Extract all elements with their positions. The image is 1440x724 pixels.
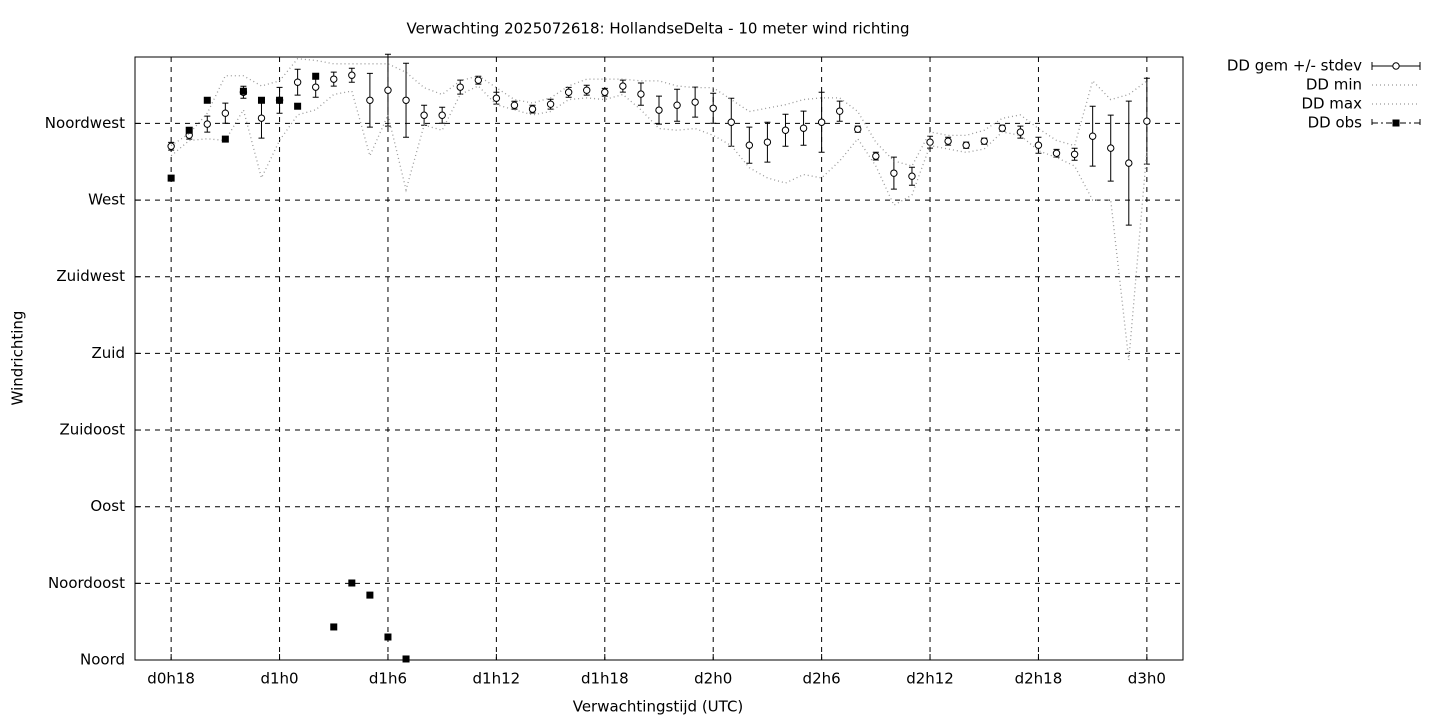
x-tick-label: d3h0 bbox=[1128, 670, 1166, 688]
point bbox=[1125, 159, 1133, 167]
point bbox=[311, 83, 320, 91]
point bbox=[962, 141, 970, 149]
legend-swatch bbox=[1392, 119, 1400, 127]
obs-point bbox=[203, 96, 211, 104]
legend-label: DD gem +/- stdev bbox=[1227, 57, 1362, 75]
point bbox=[492, 94, 501, 102]
point bbox=[1034, 141, 1043, 149]
point bbox=[330, 75, 338, 83]
point bbox=[293, 78, 302, 86]
x-tick-label: d2h18 bbox=[1015, 670, 1063, 688]
point bbox=[1016, 128, 1025, 136]
point bbox=[528, 105, 537, 113]
point bbox=[384, 86, 392, 94]
point bbox=[727, 118, 735, 126]
obs-point bbox=[348, 579, 356, 587]
y-tick-label: Zuidwest bbox=[56, 267, 125, 285]
legend-label: DD max bbox=[1301, 95, 1362, 113]
obs-point bbox=[167, 174, 175, 182]
obs-point bbox=[257, 96, 265, 104]
point bbox=[673, 101, 681, 109]
point bbox=[221, 109, 230, 117]
point bbox=[257, 114, 266, 122]
x-tick-label: d1h18 bbox=[581, 670, 629, 688]
obs-point bbox=[239, 87, 247, 95]
point bbox=[402, 96, 410, 104]
point bbox=[872, 152, 880, 160]
point bbox=[1143, 117, 1151, 125]
obs-point bbox=[330, 623, 338, 631]
obs-point bbox=[402, 655, 410, 663]
x-tick-label: d1h6 bbox=[369, 670, 407, 688]
point bbox=[890, 169, 898, 177]
obs-point bbox=[312, 72, 320, 80]
point bbox=[637, 90, 645, 98]
x-tick-label: d1h12 bbox=[473, 670, 521, 688]
legend-swatch bbox=[1392, 62, 1400, 70]
point bbox=[1052, 149, 1061, 157]
legend-label: DD obs bbox=[1308, 114, 1363, 132]
x-tick-label: d1h0 bbox=[260, 670, 298, 688]
x-axis-label: Verwachtingstijd (UTC) bbox=[573, 698, 744, 716]
point bbox=[583, 86, 591, 94]
point bbox=[908, 172, 916, 180]
point bbox=[980, 137, 988, 145]
point bbox=[854, 125, 862, 133]
series-line bbox=[170, 58, 1148, 167]
point bbox=[438, 111, 446, 119]
point bbox=[167, 142, 175, 150]
y-axis-label: Windrichting bbox=[9, 311, 27, 406]
point bbox=[203, 120, 211, 128]
y-tick-label: Noordwest bbox=[45, 114, 125, 132]
point bbox=[763, 138, 772, 146]
plot-frame bbox=[134, 56, 1184, 661]
point bbox=[799, 124, 808, 132]
obs-point bbox=[384, 633, 392, 641]
y-tick-label: West bbox=[88, 191, 125, 209]
point bbox=[835, 107, 844, 115]
point bbox=[655, 106, 663, 114]
point bbox=[564, 88, 573, 96]
point bbox=[926, 138, 934, 146]
point bbox=[709, 104, 717, 112]
point bbox=[691, 98, 699, 106]
obs-point bbox=[294, 102, 302, 110]
point bbox=[781, 126, 790, 134]
point bbox=[1088, 132, 1097, 140]
y-tick-label: Zuidoost bbox=[59, 421, 125, 439]
x-tick-label: d2h12 bbox=[906, 670, 954, 688]
x-tick-label: d2h0 bbox=[694, 670, 732, 688]
point bbox=[546, 100, 555, 108]
point bbox=[1107, 144, 1115, 152]
obs-point bbox=[185, 126, 193, 134]
point bbox=[1070, 150, 1079, 158]
y-tick-label: Noordoost bbox=[48, 574, 125, 592]
point bbox=[817, 118, 826, 126]
point bbox=[420, 111, 428, 119]
point bbox=[366, 96, 374, 104]
point bbox=[456, 83, 464, 91]
x-tick-label: d2h6 bbox=[803, 670, 841, 688]
y-tick-label: Oost bbox=[90, 497, 125, 515]
point bbox=[944, 137, 952, 145]
obs-point bbox=[366, 591, 374, 599]
chart-title: Verwachting 2025072618: HollandseDelta -… bbox=[407, 20, 910, 38]
point bbox=[474, 76, 483, 84]
x-tick-label: d0h18 bbox=[147, 670, 195, 688]
point bbox=[348, 71, 356, 79]
obs-point bbox=[221, 135, 229, 143]
point bbox=[745, 141, 754, 149]
y-tick-label: Zuid bbox=[92, 344, 125, 362]
y-tick-label: Noord bbox=[80, 651, 125, 669]
point bbox=[601, 88, 609, 96]
obs-point bbox=[276, 96, 284, 104]
point bbox=[510, 101, 519, 109]
point bbox=[619, 82, 627, 90]
point bbox=[998, 124, 1007, 132]
legend-label: DD min bbox=[1306, 76, 1362, 94]
